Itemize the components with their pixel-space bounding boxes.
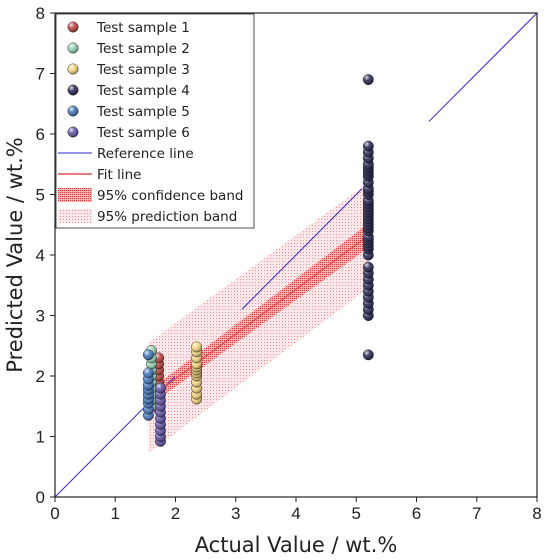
legend-swatch-confidence bbox=[58, 188, 92, 202]
data-point-shade bbox=[363, 349, 374, 361]
data-point-shade bbox=[363, 261, 374, 273]
legend-item: Test sample 5 bbox=[67, 104, 190, 120]
legend-item: Test sample 6 bbox=[67, 125, 190, 141]
x-tick-label: 0 bbox=[50, 504, 59, 523]
legend-item: Test sample 3 bbox=[67, 62, 190, 78]
legend-label: Test sample 2 bbox=[96, 41, 190, 57]
legend-label: Test sample 1 bbox=[96, 20, 190, 36]
series-4 bbox=[362, 74, 374, 361]
legend-item: Test sample 2 bbox=[67, 41, 190, 57]
legend-item: Reference line bbox=[58, 146, 194, 162]
y-tick-label: 2 bbox=[36, 367, 45, 386]
y-axis-title: Predicted Value / wt.% bbox=[3, 137, 27, 372]
legend-marker-shade bbox=[67, 126, 79, 138]
y-tick-label: 5 bbox=[36, 186, 45, 205]
x-tick-label: 3 bbox=[231, 504, 240, 523]
legend-item: Fit line bbox=[58, 167, 141, 183]
legend-swatch-prediction bbox=[58, 209, 92, 223]
series-3 bbox=[191, 341, 203, 405]
legend-label: 95% prediction band bbox=[97, 209, 237, 225]
y-tick-label: 0 bbox=[36, 488, 45, 507]
legend-label: Test sample 5 bbox=[96, 104, 190, 120]
legend-label: 95% confidence band bbox=[97, 188, 243, 204]
x-tick-label: 7 bbox=[472, 504, 481, 523]
data-point-shade bbox=[143, 367, 154, 379]
data-point-shade bbox=[191, 341, 202, 353]
legend-marker-shade bbox=[67, 21, 79, 33]
points-layer bbox=[142, 74, 374, 447]
x-tick-label: 1 bbox=[111, 504, 120, 523]
legend-item: 95% confidence band bbox=[58, 188, 243, 204]
x-tick-label: 2 bbox=[171, 504, 180, 523]
legend-marker-shade bbox=[67, 42, 79, 54]
legend-item: Test sample 4 bbox=[67, 83, 190, 99]
legend: Test sample 1 Test sample 2 Test sample 3 T… bbox=[55, 13, 255, 229]
confidence-band bbox=[148, 223, 369, 407]
legend-label: Fit line bbox=[97, 167, 141, 183]
data-point-shade bbox=[363, 74, 374, 85]
x-tick-label: 8 bbox=[532, 504, 541, 523]
fit-line bbox=[147, 235, 369, 400]
legend-item: Test sample 1 bbox=[67, 20, 190, 36]
data-point-shade bbox=[155, 382, 166, 394]
lines-layer bbox=[55, 13, 537, 497]
y-tick-label: 6 bbox=[36, 125, 45, 144]
x-tick-label: 4 bbox=[291, 504, 300, 523]
legend-label: Test sample 6 bbox=[96, 125, 190, 141]
y-tick-label: 3 bbox=[36, 307, 45, 326]
y-tick-label: 7 bbox=[36, 65, 45, 84]
legend-item: 95% prediction band bbox=[58, 209, 237, 225]
series-6 bbox=[154, 382, 166, 447]
legend-label: Test sample 3 bbox=[96, 62, 190, 78]
legend-label: Reference line bbox=[97, 146, 194, 162]
y-tick-label: 8 bbox=[36, 4, 45, 23]
legend-marker-shade bbox=[67, 84, 79, 96]
axis-ticks: 0 1 2 3 4 5 6 7 8 0 1 2 3 4 5 6 7 8 bbox=[36, 4, 542, 523]
series-5 bbox=[142, 349, 154, 421]
legend-marker-shade bbox=[67, 105, 79, 117]
reference-line bbox=[55, 13, 537, 497]
legend-label: Test sample 4 bbox=[96, 83, 190, 99]
data-point-shade bbox=[363, 140, 374, 152]
y-tick-label: 1 bbox=[36, 428, 45, 447]
legend-marker-shade bbox=[67, 63, 79, 75]
x-tick-label: 6 bbox=[412, 504, 421, 523]
x-tick-label: 5 bbox=[352, 504, 361, 523]
data-point-shade bbox=[143, 349, 154, 361]
y-tick-label: 4 bbox=[36, 246, 45, 265]
x-axis-title: Actual Value / wt.% bbox=[195, 533, 398, 557]
